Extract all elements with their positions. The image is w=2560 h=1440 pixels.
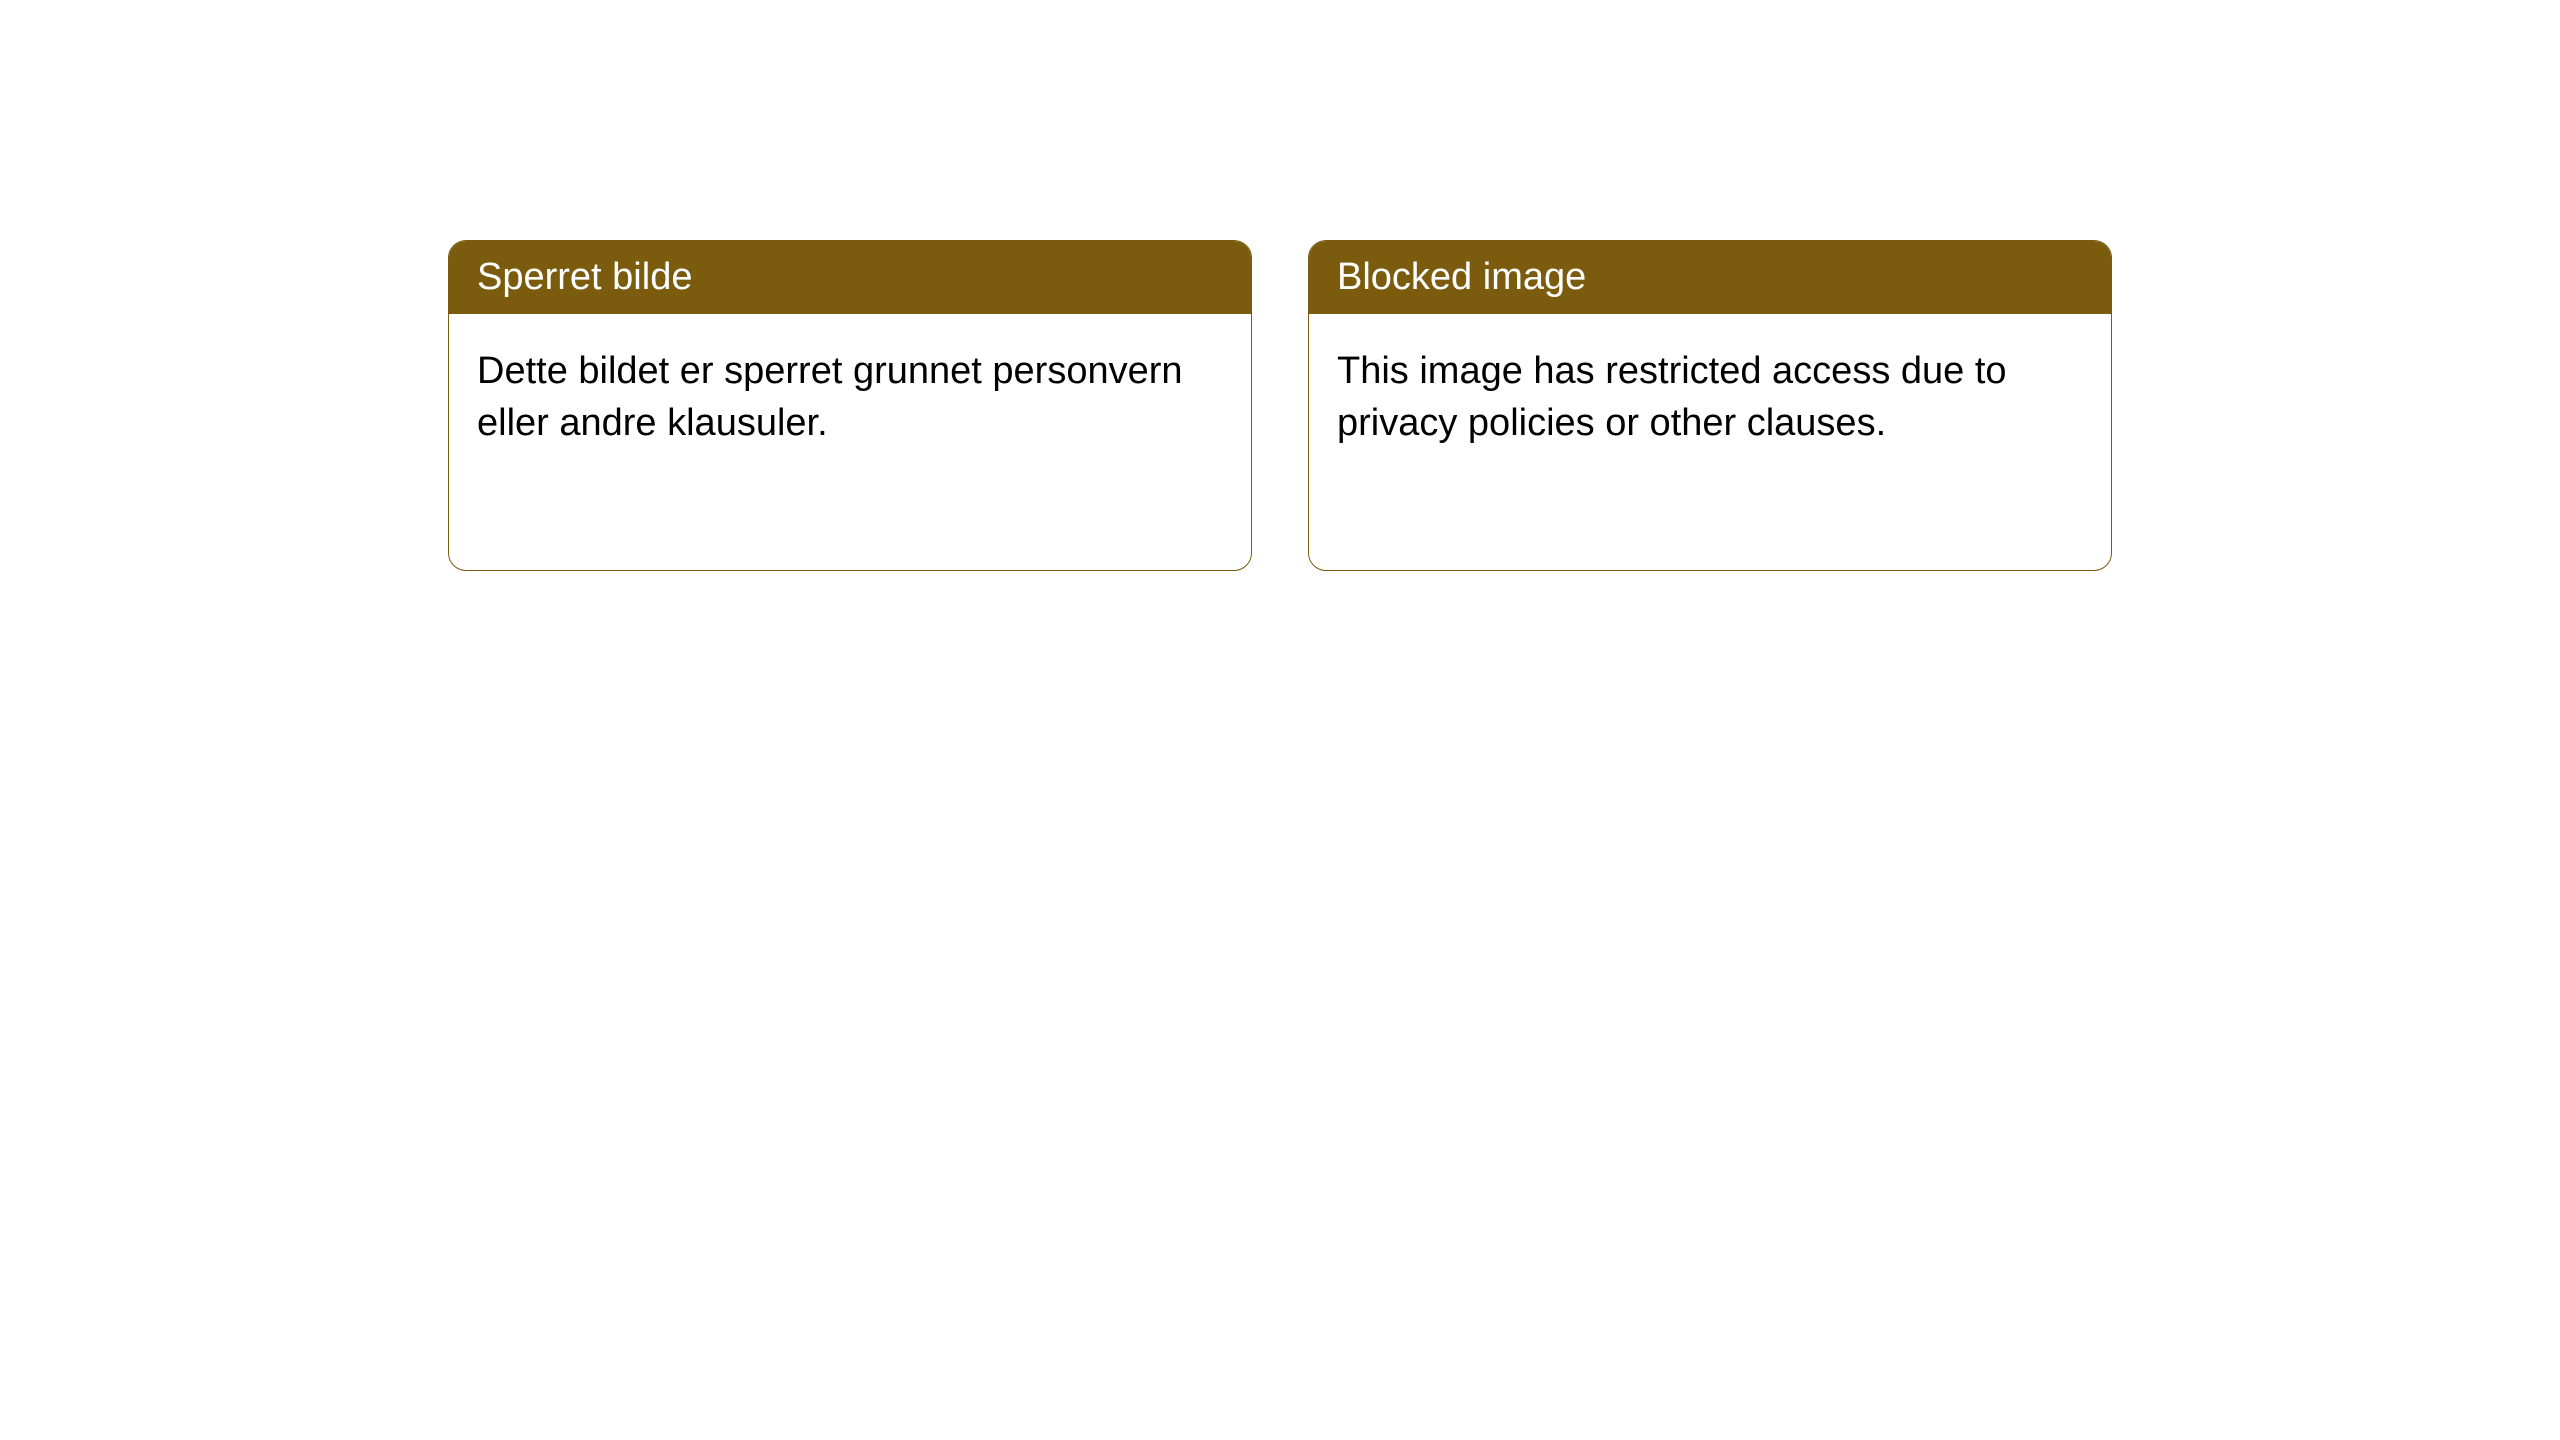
notice-card-english: Blocked image This image has restricted … bbox=[1308, 240, 2112, 571]
notice-title: Blocked image bbox=[1309, 241, 2111, 314]
notice-container: Sperret bilde Dette bildet er sperret gr… bbox=[448, 240, 2112, 571]
notice-card-norwegian: Sperret bilde Dette bildet er sperret gr… bbox=[448, 240, 1252, 571]
notice-body: This image has restricted access due to … bbox=[1309, 314, 2111, 481]
notice-body: Dette bildet er sperret grunnet personve… bbox=[449, 314, 1251, 481]
notice-title: Sperret bilde bbox=[449, 241, 1251, 314]
